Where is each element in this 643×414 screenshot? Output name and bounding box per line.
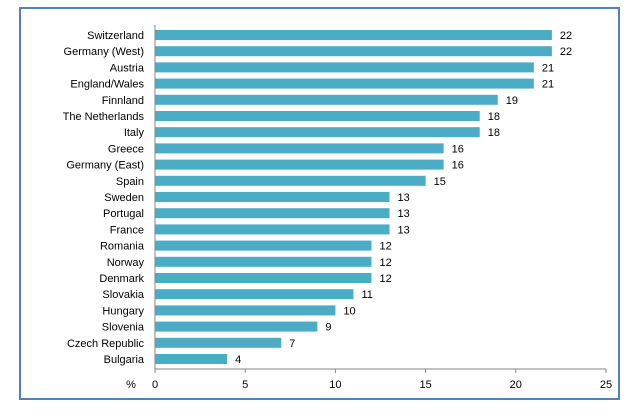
category-label: Italy: [124, 127, 145, 139]
x-tick-label: 5: [242, 379, 248, 391]
data-label: 19: [506, 95, 518, 107]
category-label: France: [110, 224, 144, 236]
data-label: 4: [235, 354, 241, 366]
data-label: 7: [289, 338, 295, 350]
category-label: Greece: [108, 143, 144, 155]
data-label: 15: [434, 176, 446, 188]
data-label: 16: [452, 160, 464, 172]
data-label: 21: [542, 62, 554, 74]
data-label: 18: [488, 127, 500, 139]
data-label: 16: [452, 143, 464, 155]
category-label: Slovenia: [102, 322, 145, 334]
data-label: 12: [379, 257, 391, 269]
x-tick-label: 10: [329, 379, 341, 391]
bar: [155, 175, 426, 186]
data-label: 13: [398, 192, 410, 204]
category-label: Bulgaria: [104, 354, 145, 366]
bar: [155, 337, 282, 348]
bar: [155, 94, 498, 105]
bar: [155, 127, 480, 138]
category-label: Czech Republic: [67, 338, 145, 350]
data-label: 13: [398, 208, 410, 220]
data-label: 12: [379, 273, 391, 285]
bar: [155, 305, 336, 316]
category-label: Denmark: [99, 273, 144, 285]
bar: [155, 159, 444, 170]
bar: [155, 256, 372, 267]
data-label: 12: [379, 241, 391, 253]
category-label: Finnland: [102, 95, 144, 107]
data-label: 18: [488, 111, 500, 123]
data-label: 21: [542, 79, 554, 91]
data-label: 22: [560, 30, 572, 42]
bar: [155, 321, 318, 332]
bar: [155, 111, 480, 121]
bar: [155, 46, 552, 57]
category-label: Germany (West): [64, 46, 144, 58]
bar: [155, 78, 534, 89]
category-label: Portugal: [103, 208, 144, 220]
data-label: 22: [560, 46, 572, 58]
data-label: 9: [325, 322, 331, 334]
x-tick-label: 25: [600, 379, 612, 391]
category-label: Romania: [100, 241, 145, 253]
category-label: Germany (East): [66, 160, 144, 172]
category-label: Austria: [110, 62, 145, 74]
data-label: 13: [398, 224, 410, 236]
x-tick-label: 15: [419, 379, 431, 391]
category-label: Hungary: [102, 305, 144, 317]
data-label: 11: [361, 289, 372, 301]
category-label: Sweden: [104, 192, 144, 204]
category-label: Switzerland: [87, 30, 144, 42]
bar: [155, 240, 372, 251]
x-tick-label: 20: [510, 379, 522, 391]
category-label: England/Wales: [70, 79, 144, 91]
bar: [155, 354, 228, 364]
category-label: The Netherlands: [63, 111, 145, 123]
bar: [155, 62, 534, 73]
category-label: Norway: [107, 257, 145, 269]
bar: [155, 224, 390, 235]
data-label: 10: [343, 305, 355, 317]
category-label: Slovakia: [102, 289, 144, 301]
bar: [155, 273, 372, 283]
bar: [155, 208, 390, 219]
chart-frame: [19, 7, 620, 400]
category-label: Spain: [116, 176, 144, 188]
bar: [155, 30, 552, 40]
bar: [155, 192, 390, 202]
x-tick-label: 0: [152, 379, 158, 391]
bar: [155, 289, 354, 300]
x-unit-label: %: [126, 379, 136, 391]
bar: [155, 143, 444, 154]
